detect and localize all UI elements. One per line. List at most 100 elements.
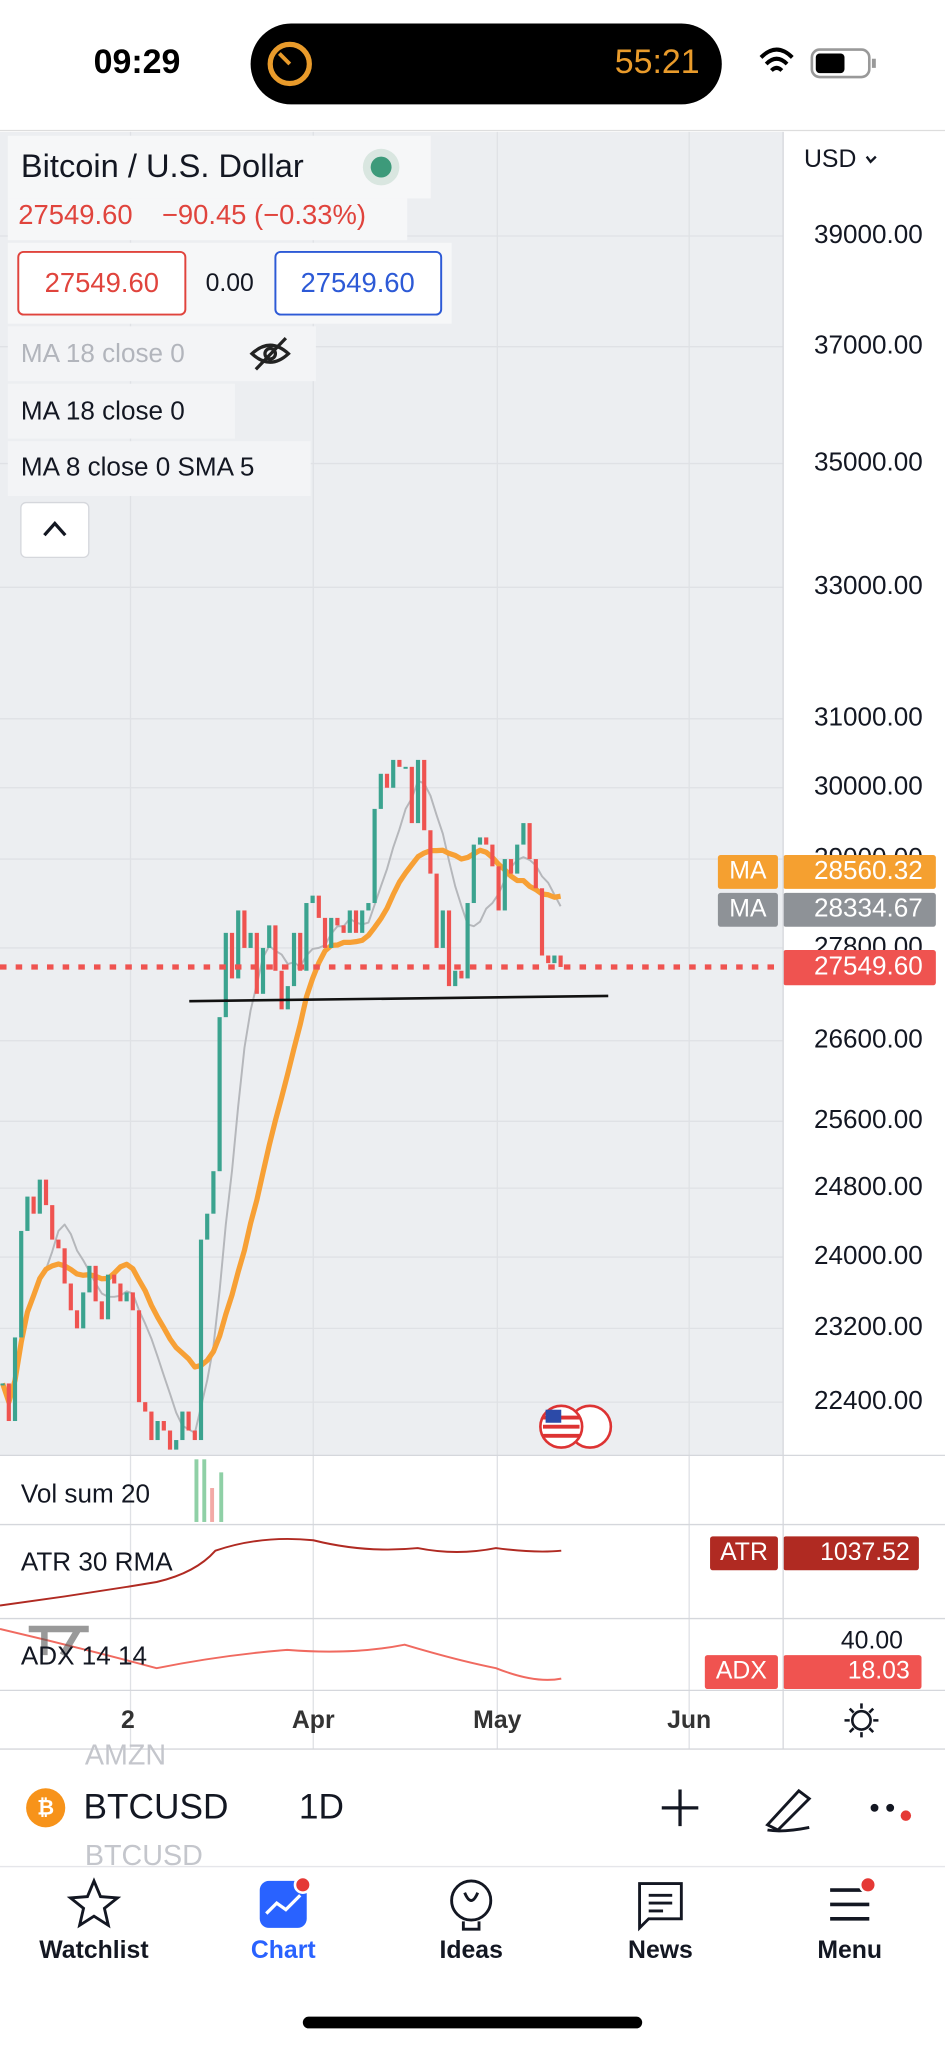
menu-icon[interactable] — [830, 1888, 870, 1921]
clock: 09:29 — [94, 43, 181, 81]
nav-label[interactable]: News — [628, 1937, 693, 1964]
hidden-icon[interactable] — [249, 336, 291, 371]
y-tick-label: 24800.00 — [814, 1171, 923, 1201]
candle — [143, 1402, 148, 1412]
x-tick-label: 2 — [121, 1707, 135, 1734]
candle — [68, 1283, 73, 1311]
adx-label[interactable]: ADX 14 14 — [21, 1641, 147, 1671]
settings-icon[interactable] — [844, 1703, 879, 1738]
candle — [279, 970, 284, 1010]
candle — [316, 895, 321, 918]
buy-button[interactable] — [274, 250, 443, 316]
candle — [384, 773, 390, 788]
candle — [347, 910, 352, 933]
collapse-button[interactable] — [20, 501, 90, 559]
chevron-up — [43, 520, 67, 537]
battery-level — [815, 53, 845, 74]
candle — [335, 917, 340, 926]
nav-label[interactable]: Menu — [817, 1937, 882, 1964]
candle — [298, 932, 303, 971]
candle — [322, 917, 328, 948]
chevron-down — [865, 155, 877, 164]
candle — [136, 1310, 142, 1403]
x-tick-label: May — [473, 1707, 521, 1734]
notification-dot — [858, 1875, 878, 1894]
candle — [161, 1421, 166, 1431]
candle — [353, 910, 359, 933]
adx-value: 18.03 — [848, 1658, 910, 1685]
timer-hand — [277, 52, 292, 66]
candle — [217, 1017, 222, 1172]
marker-value-bg — [783, 892, 936, 927]
nav-label[interactable]: Watchlist — [39, 1937, 148, 1964]
candle — [484, 837, 489, 845]
candle — [267, 925, 272, 948]
more-dot — [886, 1803, 895, 1812]
candle — [31, 1196, 36, 1214]
legend-bg — [7, 383, 235, 439]
candle — [74, 1310, 80, 1329]
chart-icon-line — [265, 1894, 302, 1915]
candle — [515, 844, 520, 874]
nav-label[interactable]: Ideas — [439, 1937, 502, 1964]
sell-button[interactable] — [17, 250, 187, 316]
y-tick-label: 31000.00 — [814, 702, 923, 732]
ideas-icon[interactable] — [450, 1879, 493, 1922]
trend-line[interactable] — [189, 994, 609, 1003]
add-button[interactable] — [661, 1789, 699, 1827]
news-icon[interactable] — [638, 1882, 683, 1932]
currency[interactable]: USD — [804, 146, 856, 173]
symbol[interactable]: BTCUSD — [84, 1787, 229, 1826]
marker-value: 28334.67 — [814, 893, 923, 923]
candle — [310, 895, 315, 904]
more-dot[interactable] — [870, 1803, 879, 1812]
atr-label[interactable]: ATR 30 RMA — [21, 1547, 173, 1577]
faded-symbol: AMZN — [85, 1739, 166, 1771]
candle — [372, 808, 377, 904]
volume-label[interactable]: Vol sum 20 — [21, 1479, 150, 1509]
candle — [341, 925, 346, 933]
candle — [87, 1265, 92, 1293]
draw-button[interactable] — [765, 1788, 812, 1833]
candle — [558, 955, 563, 967]
indicator[interactable]: MA 8 close 0 SMA 5 — [21, 451, 255, 481]
y-tick-label: 26600.00 — [814, 1024, 923, 1054]
candle — [6, 1383, 11, 1422]
volume-bar — [194, 1459, 199, 1522]
pupil — [263, 346, 278, 361]
indicator[interactable]: MA 18 close 0 — [21, 395, 185, 425]
bid: 27549.60 — [45, 267, 159, 298]
watchlist-icon[interactable] — [66, 1877, 122, 1929]
candle — [291, 932, 297, 987]
candle — [205, 1213, 210, 1240]
candle — [93, 1265, 98, 1302]
candle — [546, 955, 551, 964]
last-price-bg — [783, 949, 936, 986]
candle — [198, 1239, 204, 1441]
legend-bg — [7, 441, 311, 497]
interval[interactable]: 1D — [299, 1787, 344, 1826]
candle — [273, 925, 278, 971]
nav-label[interactable]: Chart — [251, 1937, 316, 1964]
chart-icon[interactable] — [259, 1880, 307, 1928]
timer-icon — [267, 41, 312, 87]
adx-tag: ADX — [716, 1658, 767, 1685]
candle — [446, 910, 452, 987]
candle — [502, 859, 507, 911]
market-status[interactable] — [370, 156, 392, 178]
candle — [167, 1430, 173, 1450]
symbol-title: Bitcoin / U.S. Dollar — [21, 147, 304, 184]
atr-value: 1037.52 — [820, 1539, 910, 1566]
candle — [112, 1274, 117, 1284]
candle — [254, 932, 259, 994]
flag-canton — [545, 1409, 562, 1423]
candle — [19, 1230, 24, 1338]
indicator[interactable]: MA 18 close 0 — [21, 338, 185, 368]
candle — [56, 1239, 61, 1249]
candle — [149, 1411, 154, 1441]
y-tick-label: 37000.00 — [814, 330, 923, 360]
atr-value-bg — [783, 1536, 919, 1571]
legend-bg — [7, 135, 431, 199]
candle — [496, 866, 501, 911]
